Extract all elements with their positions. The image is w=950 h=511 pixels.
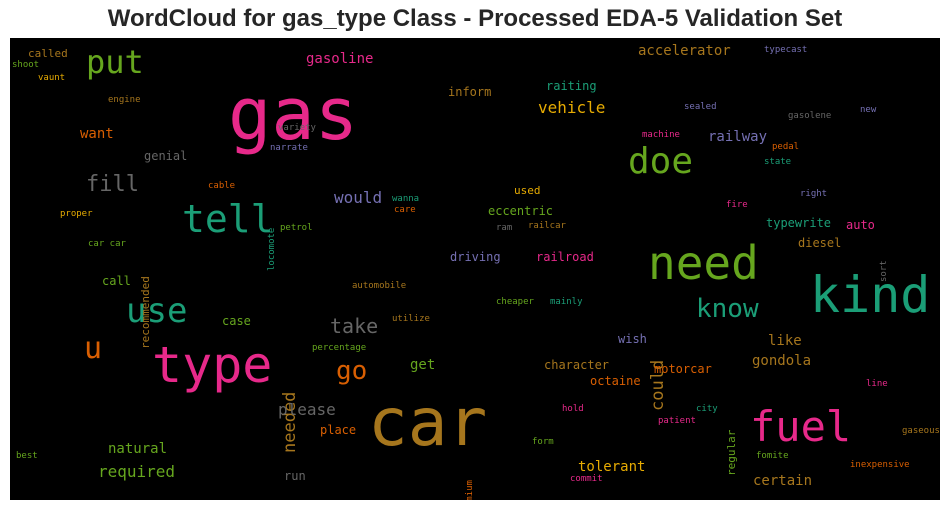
word-case: case [222,314,251,328]
word-u: u [84,331,103,366]
word-right: right [800,189,828,199]
word-gas: gas [228,72,359,156]
word-petrol: petrol [280,223,313,233]
word-use: use [126,291,188,331]
word-patient: patient [658,416,696,426]
word-run: run [284,469,306,483]
word-recommended: recommended [139,275,152,349]
word-gasolene: gasolene [788,111,832,121]
word-auto: auto [846,218,875,232]
word-inform: inform [448,85,492,99]
word-new: new [860,105,877,115]
word-like: like [768,333,802,349]
word-used: used [514,184,541,197]
word-fomite: fomite [756,451,789,461]
word-typewrite: typewrite [766,216,832,230]
word-pedal: pedal [772,142,800,152]
wordcloud-canvas: gas car type kind need fuel tell doe use put u know… [10,38,940,500]
word-automobile: automobile [352,281,407,291]
word-certain: certain [753,473,813,489]
word-form: form [532,437,554,447]
word-vaunt: vaunt [38,73,66,83]
word-mainly: mainly [550,297,583,307]
word-take: take [330,314,379,338]
word-gaseous: gaseous [902,426,940,436]
word-motorcar: motorcar [654,362,712,376]
word-sealed: sealed [684,102,717,112]
word-ram: ram [496,223,513,233]
word-care: care [394,205,416,215]
word-octaine: octaine [590,374,641,388]
word-diesel: diesel [798,236,842,250]
word-car-car: car car [88,239,126,249]
word-place: place [320,423,357,437]
word-variety: variety [278,123,316,133]
word-railroad: railroad [536,250,594,264]
word-car: car [368,384,488,461]
word-call: call [102,274,131,288]
word-commit: commit [570,474,603,484]
word-machine: machine [642,130,680,140]
word-proper: proper [60,209,93,219]
word-cable: cable [208,181,236,191]
word-line: line [866,379,888,389]
word-gasoline: gasoline [306,51,374,67]
word-required: required [98,462,176,481]
word-would: would [334,188,383,207]
word-please: please [278,400,336,419]
word-tolerant: tolerant [578,459,646,475]
word-eccentric: eccentric [488,204,554,218]
word-character: character [544,358,610,372]
word-railway: railway [708,129,768,145]
word-city: city [696,404,718,414]
word-engine: engine [108,95,141,105]
word-doe: doe [628,141,694,182]
word-railcar: railcar [528,221,566,231]
word-fill: fill [86,172,139,197]
word-need: need [648,236,759,290]
word-want: want [80,126,114,142]
word-typecast: typecast [764,45,808,55]
word-natural: natural [108,441,168,457]
word-vehicle: vehicle [538,98,606,117]
word-sort: sort [879,259,889,282]
word-tell: tell [182,197,274,241]
word-cheaper: cheaper [496,297,534,307]
word-wanna: wanna [392,194,420,204]
word-premium: premium [465,479,475,500]
word-put: put [86,43,144,81]
word-shoot: shoot [12,60,40,70]
word-state: state [764,157,792,167]
word-raiting: raiting [546,79,597,93]
chart-title: WordCloud for gas_type Class - Processed… [107,5,843,32]
word-locomote: locomote [267,227,277,272]
word-called: called [28,47,68,60]
word-go: go [336,356,368,386]
word-kind: kind [810,266,931,324]
word-percentage: percentage [312,343,367,353]
word-utilize: utilize [392,314,430,324]
word-type: type [152,336,273,394]
word-driving: driving [450,250,501,264]
word-narrate: narrate [270,143,308,153]
word-genial: genial [144,149,188,163]
word-regular: regular [725,429,738,477]
word-accelerator: accelerator [638,43,731,59]
word-inexpensive: inexpensive [850,460,910,470]
word-best: best [16,451,38,461]
word-hold: hold [562,404,584,414]
word-get: get [410,357,436,373]
word-know: know [696,294,759,324]
word-fire: fire [726,200,748,210]
word-wish: wish [618,332,647,346]
word-gondola: gondola [752,353,812,369]
word-fuel: fuel [750,402,852,451]
